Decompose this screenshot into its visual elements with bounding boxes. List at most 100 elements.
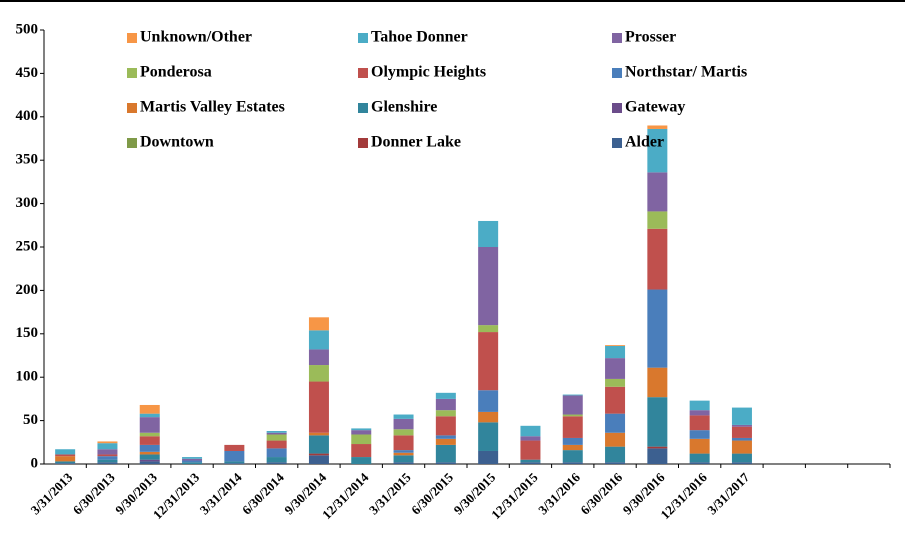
bar-segment (266, 457, 287, 463)
x-tick-label: 6/30/2013 (70, 469, 118, 517)
bar-segment (647, 397, 668, 447)
y-tick-label: 150 (16, 325, 39, 341)
bar-segment (308, 381, 329, 433)
bar-segment (182, 457, 203, 459)
bar-segment (731, 426, 752, 438)
bar-segment (605, 413, 626, 433)
bar-segment (266, 462, 287, 464)
bar-segment (605, 378, 626, 387)
bar-segment (689, 453, 710, 463)
bar-segment (55, 454, 76, 457)
legend-label: Gateway (625, 99, 685, 116)
bar-segment (393, 418, 414, 430)
bar-segment (478, 247, 499, 326)
bar-segment (731, 437, 752, 441)
bar-segment (731, 453, 752, 463)
bar-segment (139, 451, 160, 455)
bar-segment (393, 450, 414, 453)
x-tick-label: 12/31/2013 (150, 469, 203, 522)
bar-segment (351, 434, 372, 445)
bar-segment (605, 358, 626, 379)
bar-segment (308, 349, 329, 366)
bar-segment (435, 462, 456, 464)
bar-segment (478, 325, 499, 333)
bar-segment (55, 456, 76, 462)
y-tick-label: 400 (16, 108, 39, 124)
bar-segment (139, 413, 160, 418)
bar-segment (520, 436, 541, 441)
bar-segment (182, 458, 203, 461)
legend-label: Martis Valley Estates (140, 99, 285, 116)
bar-segment (689, 415, 710, 431)
bar-segment (435, 416, 456, 436)
bar-segment (139, 459, 160, 462)
legend-swatch (612, 103, 622, 113)
bar-segment (605, 345, 626, 359)
bar-segment (393, 452, 414, 456)
legend-swatch (612, 33, 622, 43)
bar-segment (393, 414, 414, 419)
y-tick-label: 200 (16, 282, 39, 298)
legend-swatch (612, 68, 622, 78)
y-tick-label: 50 (23, 412, 38, 428)
bar-segment (478, 220, 499, 247)
bar-segment (224, 450, 245, 462)
y-tick-label: 300 (16, 195, 39, 211)
bar-segment (689, 410, 710, 416)
bar-segment (605, 446, 626, 463)
bar-segment (308, 435, 329, 454)
bar-segment (562, 444, 583, 451)
bar-segment (97, 459, 118, 463)
bar-segment (97, 456, 118, 460)
y-tick-label: 500 (16, 21, 39, 37)
bar-segment (266, 448, 287, 458)
bar-segment (647, 211, 668, 229)
bar-segment (139, 404, 160, 414)
bar-segment (97, 462, 118, 464)
bar-segment (478, 422, 499, 451)
legend-label: Alder (625, 134, 664, 151)
x-tick-label: 12/31/2016 (657, 469, 710, 522)
bar-segment (308, 432, 329, 436)
bar-segment (308, 455, 329, 464)
bar-segment (689, 400, 710, 411)
legend-label: Glenshire (371, 99, 437, 116)
bar-segment (266, 431, 287, 433)
bar-segment (731, 407, 752, 425)
x-tick-label: 3/31/2017 (704, 469, 752, 517)
x-tick-label: 3/31/2016 (535, 469, 583, 517)
bar-segment (393, 435, 414, 451)
bar-segment (520, 459, 541, 463)
y-tick-label: 100 (16, 369, 39, 385)
bar-segment (520, 425, 541, 437)
bar-segment (139, 461, 160, 464)
legend-swatch (127, 33, 137, 43)
legend-swatch (127, 138, 137, 148)
bar-segment (55, 463, 76, 464)
bar-segment (435, 444, 456, 463)
x-tick-label: 12/31/2015 (488, 469, 541, 522)
bar-segment (647, 448, 668, 464)
bar-segment (266, 440, 287, 449)
bar-segment (55, 461, 76, 464)
legend-label: Prosser (625, 29, 676, 46)
bar-segment (647, 172, 668, 212)
bar-segment (224, 461, 245, 464)
bar-segment (520, 462, 541, 464)
bar-segment (351, 428, 372, 431)
legend-label: Downtown (140, 134, 214, 151)
bar-segment (55, 449, 76, 455)
bar-segment (605, 432, 626, 447)
bar-segment (139, 432, 160, 437)
bar-segment (435, 398, 456, 411)
bar-segment (393, 462, 414, 464)
legend-label: Ponderosa (140, 64, 212, 81)
bar-segment (393, 455, 414, 463)
bar-segment (562, 450, 583, 463)
bar-segment (308, 365, 329, 382)
bar-segment (435, 435, 456, 439)
bar-segment (647, 446, 668, 449)
bar-segment (308, 453, 329, 456)
bar-segment (139, 444, 160, 452)
bar-segment (647, 125, 668, 129)
